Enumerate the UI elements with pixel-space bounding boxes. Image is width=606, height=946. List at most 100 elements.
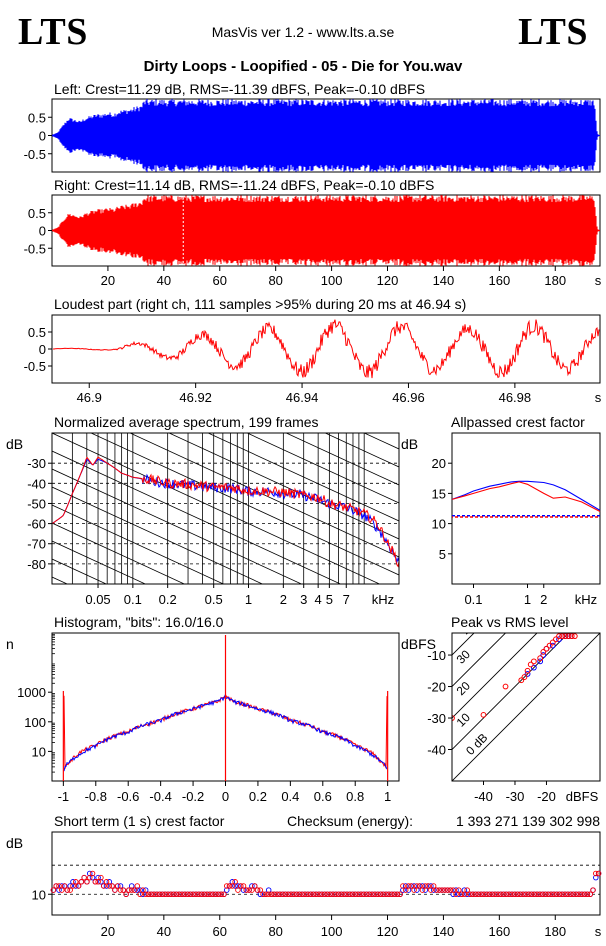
right-x-unit: s [595, 273, 602, 288]
allpass-x-unit: kHz [575, 592, 597, 607]
peakrms-point-R [524, 667, 531, 674]
spectrum-slope-line [52, 450, 342, 584]
peakrms-xtick-label: -40 [474, 789, 493, 804]
allpass-xtick-label: 0.1 [464, 592, 482, 607]
shortcrest-point-R [497, 891, 504, 898]
shortcrest-point-R [81, 874, 87, 881]
shortcrest-point-R [439, 887, 445, 893]
shortcrest-point-R [288, 891, 294, 898]
shortcrest-point-R [461, 891, 468, 898]
shortcrest-point-R [528, 891, 535, 898]
shortcrest-point-R [433, 887, 440, 893]
shortcrest-point-R [271, 891, 278, 898]
shortcrest-point-R [279, 891, 286, 898]
shortcrest-point-R [156, 891, 163, 898]
histogram-title: Histogram, "bits": 16.0/16.0 [54, 614, 224, 630]
shortcrest-point-L [235, 883, 241, 889]
shortcrest-point-L [67, 883, 73, 889]
peakrms-point-R [502, 683, 509, 690]
shortcrest-point-R [402, 887, 409, 893]
spectrum-ytick-label: -60 [27, 517, 46, 532]
shortcrest-point-R [360, 891, 367, 898]
spectrum-frame [51, 432, 400, 585]
loudest-x-unit: s [595, 390, 602, 405]
shortcrest-point-R [319, 891, 325, 898]
shortcrest-point-R [430, 883, 437, 889]
shortcrest-point-R [363, 891, 370, 898]
peakrms-title: Peak vs RMS level [451, 614, 568, 630]
shortcrest-point-R [67, 887, 73, 893]
shortcrest-point-R [182, 891, 188, 898]
shortcrest-point-R [179, 891, 185, 898]
shortcrest-point-R [562, 891, 568, 898]
shortcrest-frame [51, 831, 601, 916]
shortcrest-point-R [98, 874, 104, 881]
left-title: Left: Crest=11.29 dB, RMS=-11.39 dBFS, P… [54, 81, 425, 97]
peakrms-x-unit: dBFS [566, 789, 599, 804]
spectrum-slope-line [52, 468, 303, 584]
shortcrest-point-L [414, 887, 420, 893]
shortcrest-point-R [565, 891, 571, 898]
spectrum-slope-line [52, 486, 264, 584]
right-xtick-label: 20 [101, 273, 115, 288]
shortcrest-point-R [112, 887, 118, 893]
shortcrest-point-R [520, 891, 526, 898]
peakrms-point-L [524, 671, 531, 677]
spectrum-ytick-label: -70 [27, 537, 46, 552]
histogram-xtick-label: -1 [58, 789, 70, 804]
shortcrest-point-R [531, 891, 538, 898]
shortcrest-point-R [285, 891, 292, 898]
shortcrest-point-R [162, 891, 168, 898]
shortcrest-point-R [517, 891, 524, 898]
shortcrest-point-R [428, 887, 434, 893]
shortcrest-point-R [525, 891, 532, 898]
shortcrest-point-L [128, 883, 135, 889]
shortcrest-point-R [103, 879, 110, 885]
shortcrest-point-R [380, 891, 387, 898]
allpass-xtick-label: 2 [540, 592, 547, 607]
left-ytick-label: 0.5 [28, 110, 46, 125]
allpass-title: Allpassed crest factor [451, 414, 585, 430]
shortcrest-point-R [548, 891, 554, 898]
shortcrest-point-R [210, 891, 216, 898]
shortcrest-point-R [215, 891, 222, 898]
peakrms-point-R [546, 642, 553, 649]
shortcrest-point-R [190, 891, 196, 898]
shortcrest-point-R [394, 891, 401, 898]
shortcrest-point-R [187, 891, 194, 898]
shortcrest-point-R [470, 891, 476, 898]
spectrum-ytick-label: -40 [27, 476, 46, 491]
peakrms-point-R [559, 633, 566, 640]
peakrms-point-R [521, 674, 528, 680]
shortcrest-point-R [282, 891, 289, 898]
shortcrest-point-R [386, 891, 392, 898]
allpass-ytick-label: 10 [432, 517, 446, 532]
shortcrest-point-R [100, 883, 107, 889]
shortcrest-point-R [277, 891, 283, 898]
shortcrest-point-R [478, 891, 484, 898]
shortcrest-point-R [193, 891, 199, 898]
left-ytick-label: 0 [39, 129, 46, 144]
shortcrest-point-L [95, 874, 101, 881]
peakrms-point-L [540, 652, 547, 658]
shortcrest-point-R [145, 891, 152, 898]
right-xtick-label: 60 [213, 273, 227, 288]
shortcrest-point-L [419, 883, 426, 889]
spectrum-slope-line [207, 433, 399, 522]
shortcrest-point-R [383, 891, 389, 898]
spectrum-slope-line [52, 271, 399, 431]
spectrum-xtick-label: 3 [300, 592, 307, 607]
shortcrest-point-R [456, 887, 462, 893]
shortcrest-point-R [321, 891, 328, 898]
shortcrest-y-unit: dB [6, 835, 23, 851]
shortcrest-point-L [430, 887, 437, 893]
spectrum-title: Normalized average spectrum, 199 frames [54, 414, 319, 430]
histogram-xtick-label: 0.6 [314, 789, 332, 804]
shortcrest-point-R [207, 891, 213, 898]
shortcrest-point-R [542, 891, 549, 898]
spectrum-slope-line [246, 433, 399, 504]
shortcrest-point-R [506, 891, 512, 898]
shortcrest-point-R [397, 891, 403, 898]
shortcrest-point-R [509, 891, 515, 898]
shortcrest-point-R [453, 891, 459, 898]
